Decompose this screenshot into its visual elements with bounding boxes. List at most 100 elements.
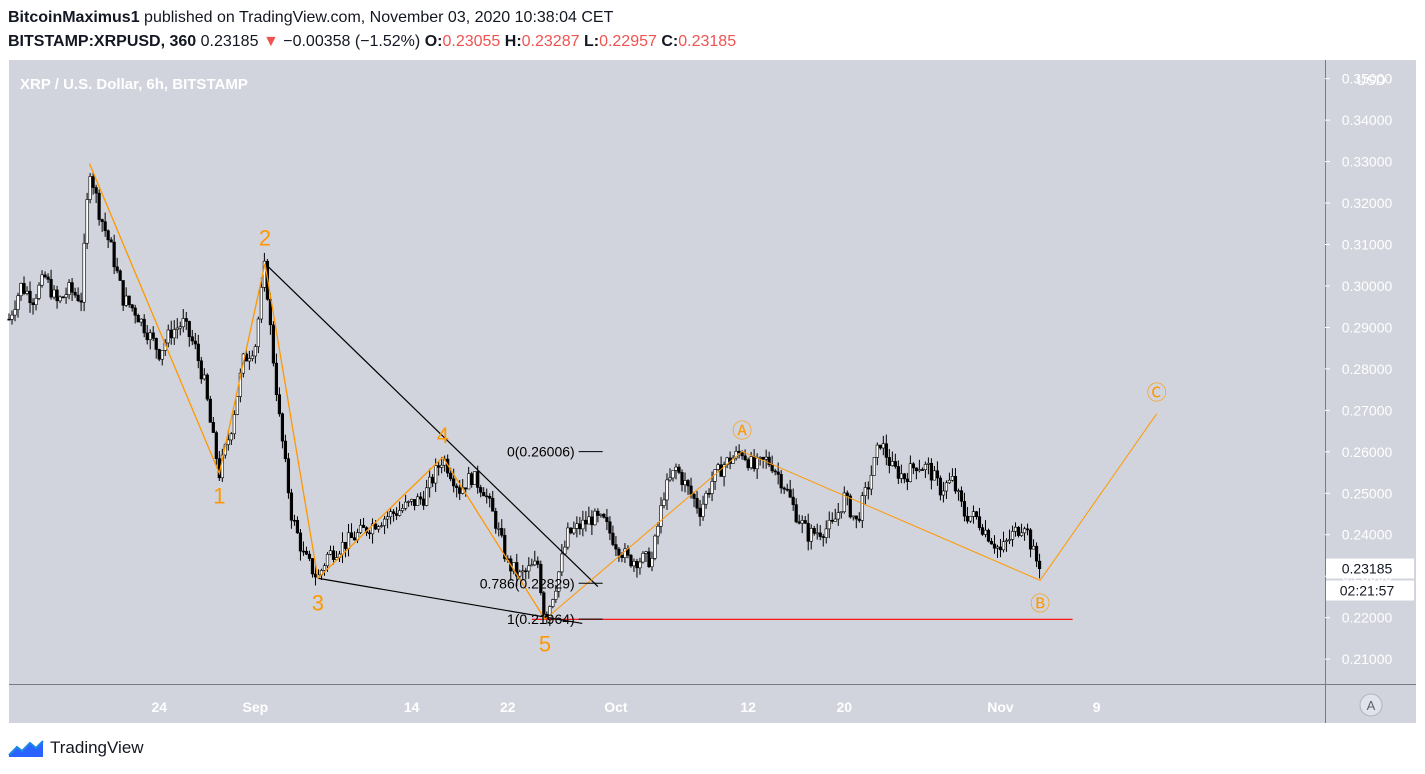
candle-body (169, 329, 173, 339)
candle-body (638, 561, 642, 569)
ohlc-line: BITSTAMP:XRPUSD, 360 0.23185 ▼ −0.00358 … (8, 30, 736, 54)
candle-body (175, 327, 179, 330)
candle-body (893, 461, 897, 467)
corrective-wave-label: Ⓐ (732, 419, 752, 442)
candle-body (773, 470, 777, 473)
candle-body (232, 414, 236, 435)
candle-body (425, 487, 429, 506)
candle-body (440, 464, 444, 468)
candle-body (136, 315, 140, 323)
down-arrow-icon: ▼ (262, 33, 279, 50)
candle-body (521, 570, 525, 573)
candle-body (527, 565, 531, 572)
candle-body (800, 520, 804, 524)
candle-body (151, 332, 155, 339)
candle-body (313, 573, 318, 578)
candle-body (782, 487, 786, 490)
candle-body (581, 519, 585, 530)
candle-body (91, 176, 95, 188)
candle-body (43, 274, 47, 278)
tradingview-logo-text: TradingView (50, 738, 144, 757)
author-name[interactable]: BitcoinMaximus1 (8, 9, 140, 26)
candle-body (370, 523, 375, 535)
high-label: H: (504, 33, 522, 50)
candle-body (827, 519, 831, 530)
candle-body (250, 355, 254, 359)
time-axis[interactable] (9, 685, 1325, 723)
candle-body (73, 291, 77, 296)
candle-body (974, 511, 979, 517)
candle-body (533, 560, 537, 566)
candle-body (148, 332, 152, 341)
candle-body (977, 516, 982, 528)
candle-body (761, 457, 765, 460)
price-tick-label: 0.34000 (1342, 112, 1393, 128)
candle-body (256, 318, 260, 347)
candle-body (160, 350, 164, 360)
candle-body (229, 433, 233, 441)
price-axis[interactable] (1326, 60, 1416, 684)
candle-body (283, 440, 288, 459)
candle-body (890, 461, 894, 466)
candle-body (1034, 545, 1039, 562)
wave-label: 4 (437, 423, 449, 448)
auto-scale-label[interactable]: A (1367, 698, 1376, 713)
candle-body (7, 318, 11, 321)
candle-body (740, 452, 744, 457)
time-tick-label: 12 (740, 699, 756, 715)
candle-body (608, 521, 612, 534)
candle-body (46, 276, 50, 280)
auto-scale-button[interactable]: A (1359, 693, 1383, 717)
candle-body (557, 571, 561, 592)
symbol-label: BITSTAMP:XRPUSD, 360 (8, 33, 197, 50)
candle-body (857, 518, 861, 521)
price-tick-label: 0.25000 (1342, 485, 1393, 501)
candle-body (328, 550, 333, 555)
tradingview-logo[interactable]: TradingView (8, 738, 144, 758)
candle-body (560, 553, 564, 573)
candle-body (497, 528, 501, 530)
candle-body (361, 524, 366, 528)
candle-body (734, 450, 738, 459)
candle-body (280, 413, 285, 442)
candle-body (479, 487, 483, 493)
trendline[interactable] (264, 263, 599, 587)
high-value: 0.23287 (521, 33, 580, 50)
candle-body (911, 463, 915, 469)
candle-body (695, 498, 699, 509)
candle-body (331, 550, 336, 560)
auto-scale-circle[interactable] (1359, 693, 1383, 717)
candle-body (133, 307, 137, 316)
corrective-wave-label: Ⓒ (1147, 382, 1167, 405)
price-tick-label: 0.28000 (1342, 361, 1393, 377)
corrective-wave-label: Ⓑ (1030, 592, 1050, 615)
candle-body (100, 219, 104, 222)
chart-header: BitcoinMaximus1 published on TradingView… (8, 6, 736, 54)
candle-body (785, 488, 789, 491)
candle-body (947, 479, 952, 484)
candle-body (94, 187, 98, 194)
candle-body (1016, 526, 1021, 536)
plot-area[interactable] (9, 60, 1325, 684)
candle-body (908, 463, 912, 482)
trendline[interactable] (317, 577, 583, 625)
candle-body (407, 501, 411, 503)
candle-body (959, 490, 964, 502)
candle-body (235, 396, 239, 415)
candle-body (434, 465, 438, 484)
candle-body (64, 294, 68, 298)
candle-body (875, 444, 879, 458)
price-tick-label: 0.35000 (1342, 71, 1393, 87)
candle-body (920, 469, 924, 471)
candle-body (593, 510, 597, 526)
candle-body (19, 283, 23, 297)
corrective-wave-path[interactable] (544, 413, 1158, 620)
candle-body (677, 466, 681, 473)
candle-body (172, 329, 176, 339)
candle-body (905, 478, 909, 482)
candle-body (226, 439, 230, 445)
impulse-wave-path[interactable] (88, 163, 546, 620)
candle-body (40, 274, 44, 286)
candle-body (193, 340, 197, 345)
